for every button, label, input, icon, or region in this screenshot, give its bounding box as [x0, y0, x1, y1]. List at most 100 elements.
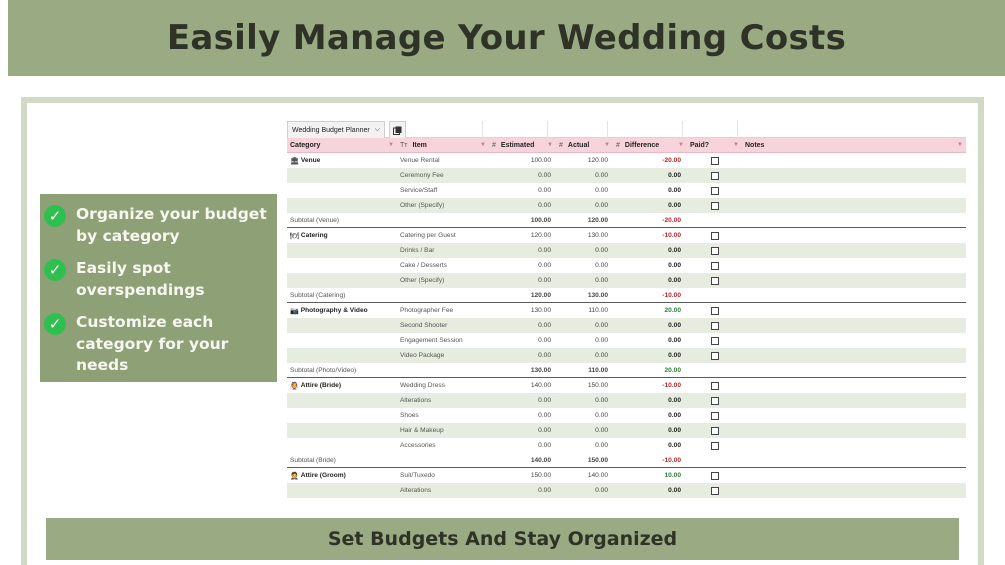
cell-item[interactable]: Cake / Desserts — [400, 262, 447, 269]
cell-paid[interactable] — [687, 468, 742, 483]
cell-notes[interactable] — [742, 393, 966, 408]
column-header-paid[interactable]: Paid? ▼ — [690, 141, 739, 149]
cell-category[interactable]: 🤵 Attire (Groom) — [290, 472, 346, 480]
column-header-actual[interactable]: # Actual ▼ — [559, 141, 610, 149]
paid-checkbox[interactable] — [710, 486, 719, 495]
cell-actual[interactable]: 0.00 — [595, 337, 608, 344]
cell-paid[interactable] — [687, 288, 742, 302]
cell-actual[interactable]: 110.00 — [588, 366, 608, 374]
cell-actual[interactable]: 120.00 — [587, 216, 608, 224]
cell-category[interactable] — [287, 198, 397, 213]
column-header-difference[interactable]: # Difference ▼ — [616, 141, 684, 149]
paid-checkbox[interactable] — [710, 306, 719, 315]
cell-item[interactable]: Ceremony Fee — [400, 172, 444, 179]
cell-category[interactable] — [287, 438, 397, 453]
cell-actual[interactable]: 0.00 — [595, 187, 608, 194]
cell-estimated[interactable]: 130.00 — [530, 307, 551, 314]
cell-estimated[interactable]: 0.00 — [538, 247, 551, 254]
paid-checkbox[interactable] — [710, 471, 719, 480]
paid-checkbox[interactable] — [710, 396, 719, 405]
cell-paid[interactable] — [687, 273, 742, 288]
cell-item[interactable]: Drinks / Bar — [400, 247, 435, 254]
cell-category[interactable]: Subtotal (Catering) — [290, 291, 346, 299]
cell-item[interactable]: Second Shooter — [400, 322, 448, 329]
paid-checkbox[interactable] — [710, 156, 719, 165]
dropdown-arrow-icon[interactable]: ▼ — [733, 142, 739, 148]
cell-category[interactable] — [287, 183, 397, 198]
copy-sheet-icon[interactable] — [389, 121, 407, 138]
paid-checkbox[interactable] — [710, 426, 719, 435]
cell-estimated[interactable]: 0.00 — [538, 187, 551, 194]
dropdown-arrow-icon[interactable]: ▼ — [547, 142, 553, 148]
cell-actual[interactable]: 0.00 — [595, 277, 608, 284]
cell-paid[interactable] — [687, 438, 742, 453]
cell-category[interactable] — [287, 408, 397, 423]
cell-paid[interactable] — [687, 183, 742, 198]
cell-estimated[interactable]: 0.00 — [538, 262, 551, 269]
cell-category[interactable] — [287, 168, 397, 183]
cell-notes[interactable] — [742, 213, 966, 227]
cell-category[interactable] — [287, 393, 397, 408]
cell-item[interactable]: Other (Specify) — [400, 202, 445, 209]
cell-paid[interactable] — [687, 168, 742, 183]
dropdown-arrow-icon[interactable]: ▼ — [957, 142, 963, 148]
cell-notes[interactable] — [742, 438, 966, 453]
cell-actual[interactable]: 0.00 — [595, 202, 608, 209]
cell-notes[interactable] — [742, 243, 966, 258]
cell-actual[interactable]: 0.00 — [595, 352, 608, 359]
cell-notes[interactable] — [742, 198, 966, 213]
cell-paid[interactable] — [687, 228, 742, 243]
paid-checkbox[interactable] — [710, 321, 719, 330]
cell-estimated[interactable]: 100.00 — [530, 157, 551, 164]
cell-paid[interactable] — [687, 303, 742, 318]
cell-actual[interactable]: 150.00 — [587, 456, 608, 464]
cell-item[interactable]: Shoes — [400, 412, 419, 419]
cell-paid[interactable] — [687, 408, 742, 423]
cell-item[interactable]: Alterations — [400, 397, 432, 404]
cell-paid[interactable] — [687, 363, 742, 377]
cell-category[interactable] — [287, 348, 397, 363]
cell-item[interactable]: Hair & Makeup — [400, 427, 444, 434]
cell-category[interactable] — [287, 243, 397, 258]
dropdown-arrow-icon[interactable]: ▼ — [604, 142, 610, 148]
cell-paid[interactable] — [687, 378, 742, 393]
cell-paid[interactable] — [687, 213, 742, 227]
paid-checkbox[interactable] — [710, 186, 719, 195]
paid-checkbox[interactable] — [710, 201, 719, 210]
cell-paid[interactable] — [687, 153, 742, 168]
cell-estimated[interactable]: 0.00 — [538, 172, 551, 179]
cell-estimated[interactable]: 0.00 — [538, 397, 551, 404]
cell-item[interactable]: Video Package — [400, 352, 445, 359]
cell-paid[interactable] — [687, 198, 742, 213]
cell-item[interactable]: Other (Specify) — [400, 277, 445, 284]
cell-notes[interactable] — [742, 183, 966, 198]
cell-category[interactable]: 📷 Photography & Video — [290, 307, 368, 315]
paid-checkbox[interactable] — [710, 336, 719, 345]
cell-estimated[interactable]: 0.00 — [538, 412, 551, 419]
cell-estimated[interactable]: 0.00 — [538, 322, 551, 329]
cell-item[interactable] — [397, 213, 489, 227]
paid-checkbox[interactable] — [710, 381, 719, 390]
cell-estimated[interactable]: 150.00 — [530, 472, 551, 479]
cell-estimated[interactable]: 100.00 — [530, 216, 551, 224]
cell-category[interactable]: Subtotal (Photo/Video) — [290, 366, 357, 374]
cell-actual[interactable]: 0.00 — [595, 247, 608, 254]
cell-estimated[interactable]: 120.00 — [530, 291, 551, 299]
cell-actual[interactable]: 0.00 — [595, 172, 608, 179]
cell-notes[interactable] — [742, 168, 966, 183]
cell-category[interactable] — [287, 258, 397, 273]
cell-actual[interactable]: 0.00 — [595, 427, 608, 434]
cell-notes[interactable] — [742, 318, 966, 333]
cell-paid[interactable] — [687, 393, 742, 408]
paid-checkbox[interactable] — [710, 231, 719, 240]
cell-category[interactable]: Subtotal (Bride) — [290, 456, 336, 464]
cell-estimated[interactable]: 0.00 — [538, 427, 551, 434]
cell-category[interactable] — [287, 423, 397, 438]
paid-checkbox[interactable] — [710, 441, 719, 450]
cell-paid[interactable] — [687, 258, 742, 273]
cell-item[interactable]: Venue Rental — [400, 157, 440, 164]
cell-notes[interactable] — [742, 453, 966, 467]
cell-item[interactable] — [397, 453, 489, 467]
cell-notes[interactable] — [742, 303, 966, 318]
cell-actual[interactable]: 130.00 — [587, 291, 608, 299]
